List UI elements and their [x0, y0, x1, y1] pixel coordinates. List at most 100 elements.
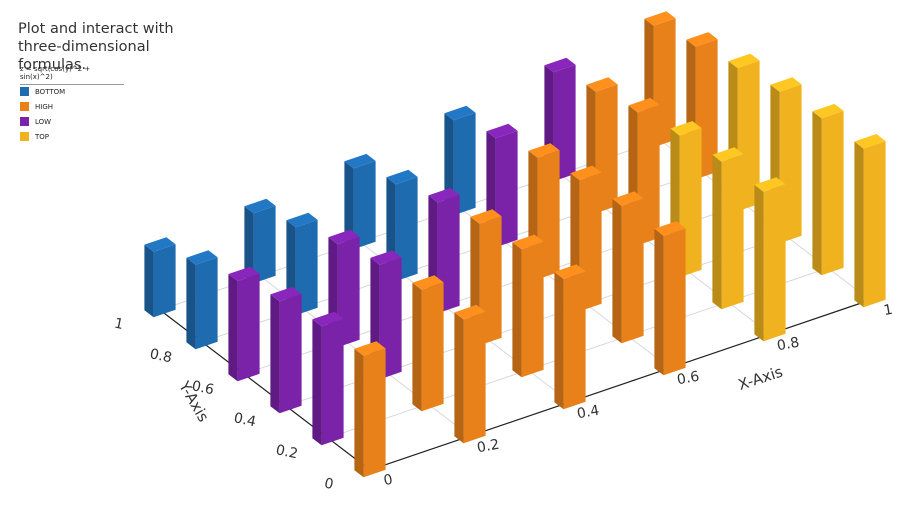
bar-face	[463, 311, 486, 444]
y-tick-label: 0	[323, 476, 335, 494]
y-tick-label: 0.2	[274, 442, 299, 462]
bar	[712, 147, 744, 310]
legend: BOTTOM HIGH LOW TOP	[20, 84, 65, 144]
y-tick-label: 0.8	[148, 346, 173, 366]
bar-face	[454, 304, 486, 320]
bar-face	[244, 198, 276, 214]
bar-face	[612, 198, 622, 344]
bar-face	[621, 198, 644, 344]
bar-face	[521, 241, 544, 378]
bar	[144, 237, 176, 318]
bar-face	[812, 103, 844, 119]
bar	[554, 264, 586, 410]
bar-face	[153, 244, 176, 318]
y-tick-label: 0.4	[232, 410, 257, 430]
bar-face	[563, 271, 586, 410]
bar-face	[854, 141, 864, 308]
bar-face	[228, 274, 238, 382]
bar-face	[544, 57, 576, 73]
legend-swatch	[20, 102, 29, 111]
bar-face	[644, 11, 676, 26]
bar-face	[754, 177, 786, 192]
bar-face	[321, 318, 344, 446]
x-tick-label: 1	[882, 302, 894, 319]
bar-face	[286, 212, 318, 228]
bar-face	[763, 184, 786, 342]
bar	[812, 103, 844, 276]
bar	[344, 153, 376, 250]
bar-face	[470, 209, 502, 224]
bar	[754, 177, 786, 342]
bar-face	[354, 341, 386, 356]
bar-face	[253, 205, 276, 284]
bar-face	[654, 221, 686, 236]
legend-item[interactable]: BOTTOM	[20, 84, 65, 99]
bar-face	[686, 32, 718, 47]
legend-label: BOTTOM	[35, 87, 66, 96]
legend-item[interactable]: TOP	[20, 129, 65, 144]
legend-swatch	[20, 132, 29, 141]
bar	[312, 311, 344, 446]
x-tick-label: 0.2	[476, 437, 501, 457]
bar-face	[453, 112, 476, 216]
bar	[244, 198, 276, 284]
bar-face	[554, 264, 586, 279]
bar-face	[244, 206, 254, 284]
x-axis-title: X-Axis	[736, 363, 785, 394]
legend-swatch	[20, 87, 29, 96]
x-tick-label: 0.6	[676, 369, 701, 389]
bar-face	[363, 348, 386, 478]
legend-label: TOP	[35, 132, 50, 141]
bar-face	[412, 275, 444, 290]
bar-face	[312, 311, 344, 327]
bar-face	[670, 121, 702, 136]
bar-face	[328, 229, 360, 245]
bar-face	[354, 348, 364, 478]
bar-face	[654, 228, 664, 376]
bar-face	[386, 169, 418, 185]
bar-face	[570, 165, 602, 181]
bar-face	[144, 244, 154, 318]
bar-face	[428, 187, 460, 203]
bar-face	[344, 153, 376, 169]
y-tick-label: 0.6	[190, 378, 215, 398]
bar	[854, 134, 886, 308]
bar-face	[186, 257, 196, 350]
bar	[512, 234, 544, 378]
bar-face	[712, 154, 722, 310]
bar-face	[770, 77, 802, 92]
bar-face	[663, 228, 686, 376]
bar-face	[821, 110, 844, 276]
bar-face	[712, 147, 744, 162]
bar-face	[237, 273, 260, 382]
legend-item[interactable]: HIGH	[20, 99, 65, 114]
bar-face	[270, 286, 302, 302]
bar-face	[312, 319, 322, 446]
legend-label: HIGH	[35, 102, 54, 111]
bar	[354, 341, 386, 478]
bar-face	[353, 160, 376, 250]
bar-face	[812, 111, 822, 276]
bar-face	[728, 53, 760, 69]
chart-title: Plot and interact with three-dimensional…	[18, 21, 174, 73]
x-tick-label: 0.4	[576, 403, 601, 423]
axis-line	[369, 299, 871, 471]
bar-face	[754, 184, 764, 342]
bar-face	[395, 176, 418, 282]
legend-item[interactable]: LOW	[20, 114, 65, 129]
bar-face	[586, 77, 618, 92]
bar	[412, 275, 444, 412]
bar-face	[512, 234, 544, 250]
legend-swatch	[20, 117, 29, 126]
bar-face	[486, 123, 518, 139]
bar	[228, 266, 260, 382]
bar-face	[344, 161, 354, 250]
formula: z = sqrt(cos(y)^2 + sin(x)^2)	[20, 65, 124, 85]
bar-face	[863, 141, 886, 308]
legend-label: LOW	[35, 117, 52, 126]
bar-face	[295, 219, 318, 316]
y-tick-label: 1	[113, 316, 125, 334]
bar-face	[528, 143, 560, 158]
